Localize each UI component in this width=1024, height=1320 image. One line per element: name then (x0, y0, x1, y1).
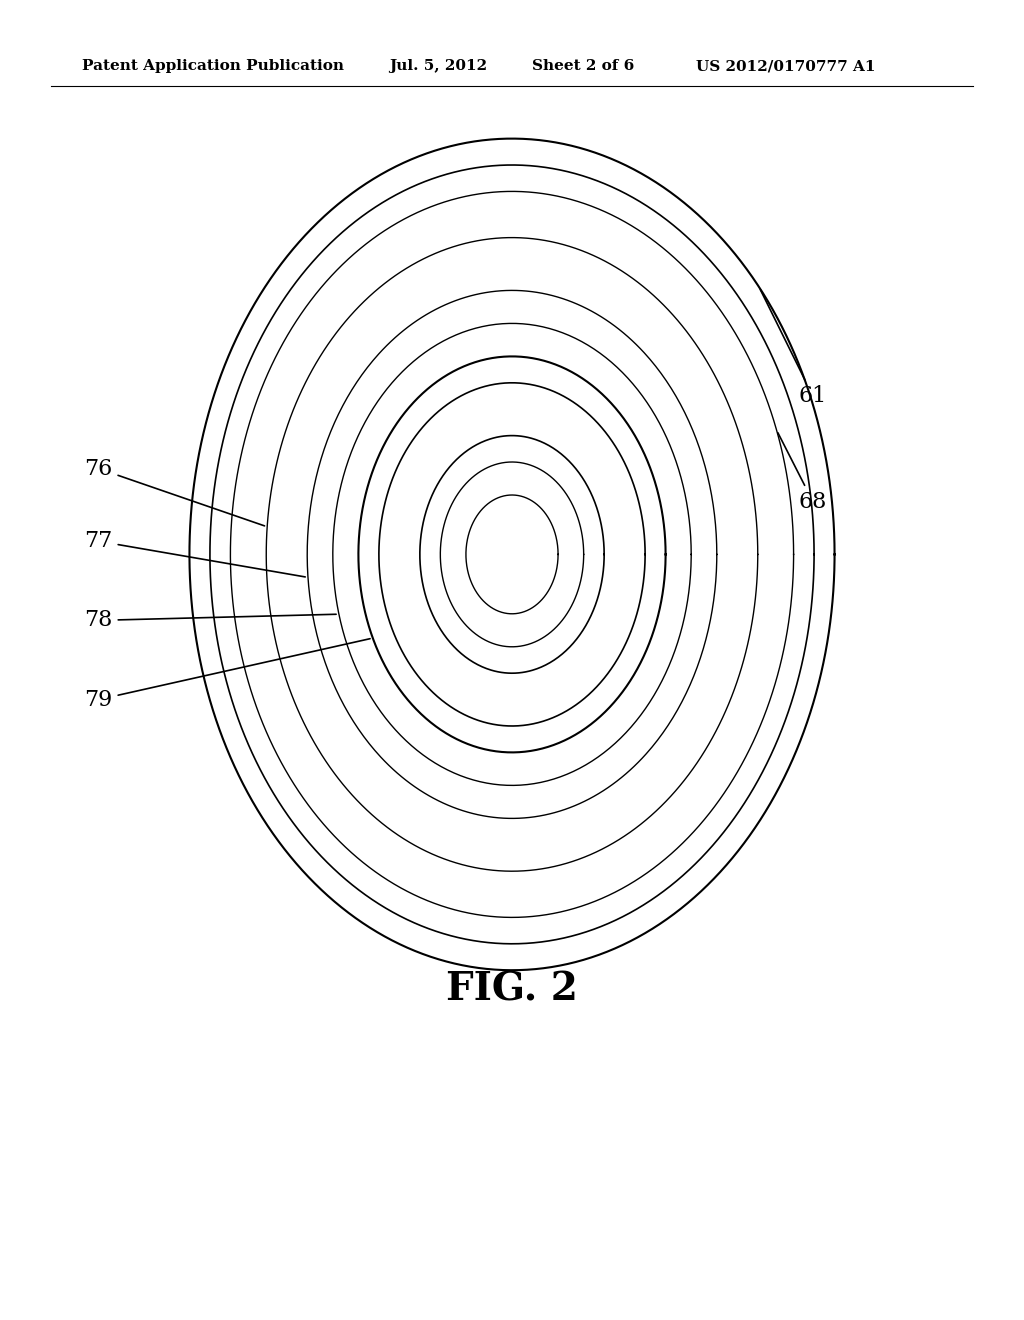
Text: 76: 76 (84, 458, 264, 525)
Text: Sheet 2 of 6: Sheet 2 of 6 (532, 59, 635, 74)
Text: 79: 79 (84, 639, 370, 710)
Text: 77: 77 (84, 531, 305, 577)
Text: US 2012/0170777 A1: US 2012/0170777 A1 (696, 59, 876, 74)
Text: 78: 78 (84, 610, 336, 631)
Text: FIG. 2: FIG. 2 (446, 970, 578, 1008)
Text: 61: 61 (761, 289, 827, 407)
Text: Patent Application Publication: Patent Application Publication (82, 59, 344, 74)
Text: 68: 68 (778, 433, 827, 512)
Text: Jul. 5, 2012: Jul. 5, 2012 (389, 59, 487, 74)
